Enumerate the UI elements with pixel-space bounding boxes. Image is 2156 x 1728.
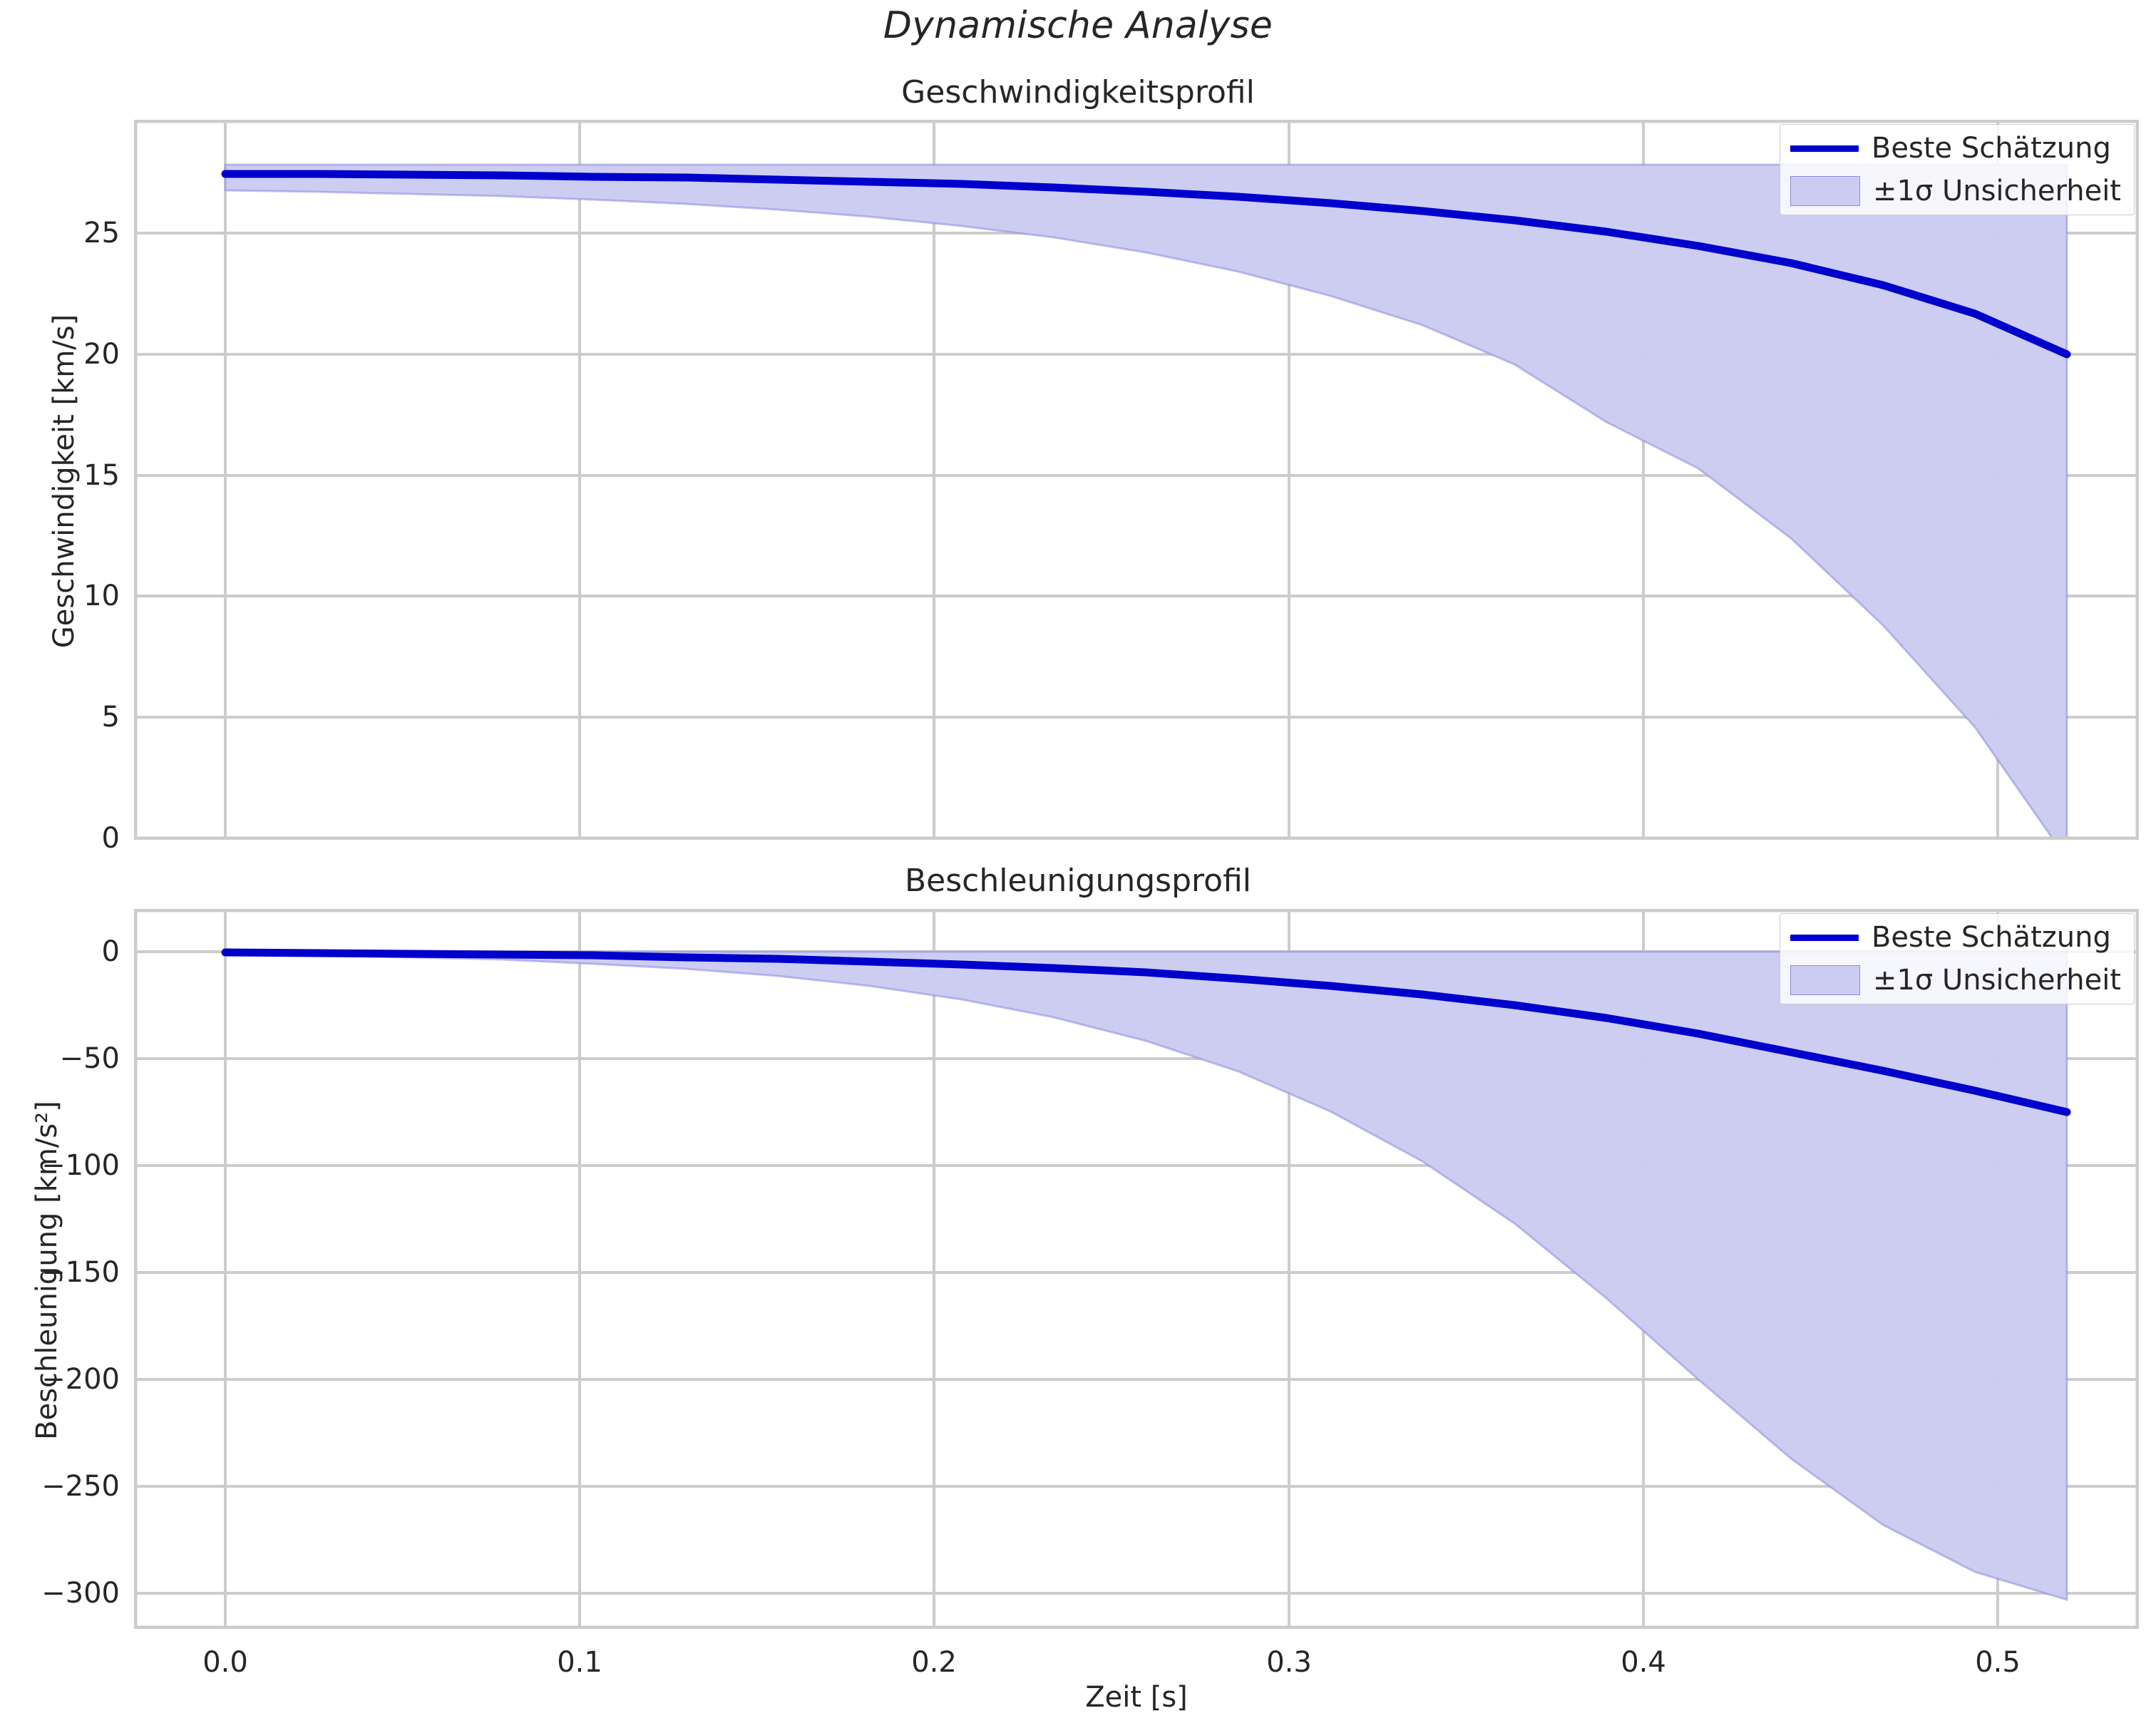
panel-top-ytick-labels: 0 5 10 15 20 25 (0, 120, 120, 855)
legend-entry-best-estimate[interactable]: Beste Schätzung (1790, 132, 2121, 165)
legend-label: ±1σ Unsicherheit (1872, 964, 2121, 997)
ytick-label: 25 (83, 217, 120, 250)
xtick-labels: 0.0 0.1 0.2 0.3 0.4 0.5 (134, 1629, 2139, 1679)
legend-label: ±1σ Unsicherheit (1872, 175, 2121, 207)
xtick-label: 0.5 (1975, 1646, 2021, 1679)
legend-patch-swatch (1790, 176, 1860, 206)
ytick-label: 10 (83, 580, 120, 612)
ytick-label: 20 (83, 338, 120, 371)
legend-label: Beste Schätzung (1871, 921, 2111, 954)
velocity-uncertainty-band (224, 163, 2068, 840)
legend-patch-swatch (1790, 965, 1860, 995)
xtick-label: 0.4 (1621, 1646, 1666, 1679)
ytick-label: −50 (59, 1042, 120, 1075)
acceleration-uncertainty-band (224, 950, 2068, 1602)
legend-line-swatch (1790, 934, 1859, 941)
velocity-plot-panel: Beste Schätzung ±1σ Unsicherheit (134, 120, 2139, 840)
acceleration-best-estimate-line (221, 948, 2071, 1116)
ytick-label: 0 (101, 935, 120, 968)
axes-spines (134, 120, 2139, 840)
legend-line-swatch (1790, 145, 1859, 152)
panel-bottom-title: Beschleunigungsprofil (904, 863, 1252, 899)
velocity-legend: Beste Schätzung ±1σ Unsicherheit (1779, 124, 2135, 215)
xtick-label: 0.1 (557, 1646, 602, 1679)
xtick-label: 0.0 (202, 1646, 248, 1679)
figure-xlabel: Zeit [s] (1085, 1681, 1188, 1714)
ytick-label: 0 (101, 822, 120, 855)
xtick-label: 0.2 (911, 1646, 957, 1679)
axes-spines (134, 909, 2139, 1629)
legend-label: Beste Schätzung (1871, 132, 2111, 165)
legend-entry-uncertainty[interactable]: ±1σ Unsicherheit (1790, 964, 2121, 997)
acceleration-plot-panel: Beste Schätzung ±1σ Unsicherheit (134, 909, 2139, 1629)
ytick-label: −250 (41, 1470, 120, 1503)
legend-entry-best-estimate[interactable]: Beste Schätzung (1790, 921, 2121, 954)
panel-top-title: Geschwindigkeitsprofil (901, 74, 1255, 110)
velocity-plot-svg (134, 120, 2139, 840)
panel-bottom-ytick-labels: −300 −250 −200 −150 −100 −50 0 (0, 909, 120, 1629)
ytick-label: 5 (101, 701, 120, 734)
ytick-label: 15 (83, 459, 120, 492)
acceleration-legend: Beste Schätzung ±1σ Unsicherheit (1779, 913, 2135, 1004)
figure-suptitle: Dynamische Analyse (883, 4, 1273, 47)
ytick-label: −150 (41, 1256, 120, 1289)
ytick-label: −300 (41, 1577, 120, 1610)
xtick-label: 0.3 (1266, 1646, 1312, 1679)
legend-entry-uncertainty[interactable]: ±1σ Unsicherheit (1790, 175, 2121, 207)
velocity-best-estimate-line (221, 170, 2071, 359)
acceleration-plot-svg (134, 909, 2139, 1629)
ytick-label: −200 (41, 1363, 120, 1396)
ytick-label: −100 (41, 1149, 120, 1182)
